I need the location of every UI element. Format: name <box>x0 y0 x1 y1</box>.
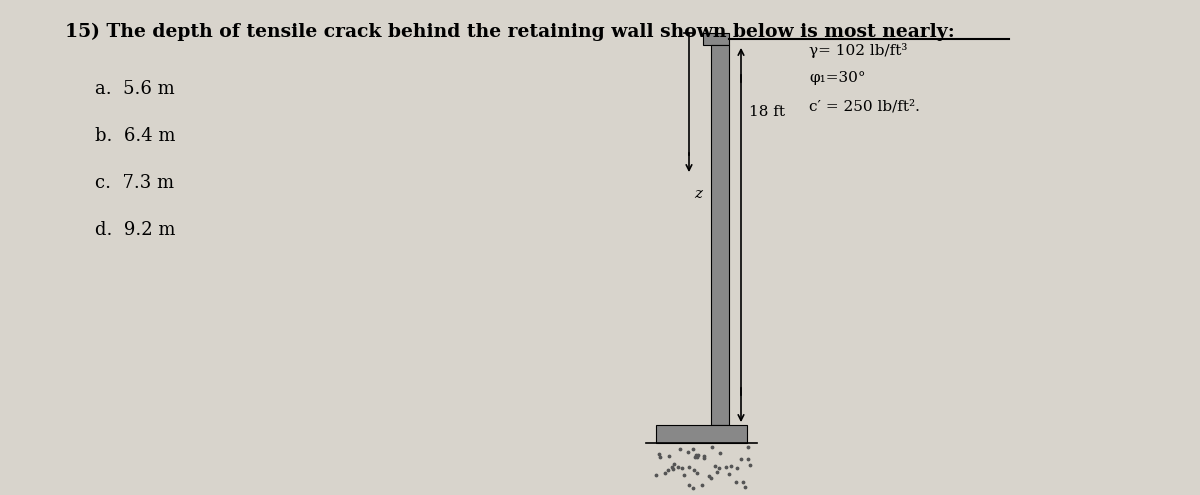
Bar <box>656 425 746 443</box>
Text: c.  7.3 m: c. 7.3 m <box>95 174 174 192</box>
Text: z: z <box>694 187 702 201</box>
Text: d.  9.2 m: d. 9.2 m <box>95 221 175 239</box>
Text: 18 ft: 18 ft <box>749 105 785 119</box>
Text: a.  5.6 m: a. 5.6 m <box>95 80 175 98</box>
Bar <box>710 45 730 425</box>
Text: γ= 102 lb/ft³: γ= 102 lb/ft³ <box>809 43 907 58</box>
Text: φ₁=30°: φ₁=30° <box>809 71 865 85</box>
Text: b.  6.4 m: b. 6.4 m <box>95 127 175 145</box>
Text: 15) The depth of tensile crack behind the retaining wall shown below is most nea: 15) The depth of tensile crack behind th… <box>65 23 955 41</box>
Text: c′ = 250 lb/ft².: c′ = 250 lb/ft². <box>809 99 920 113</box>
Bar <box>703 33 730 45</box>
